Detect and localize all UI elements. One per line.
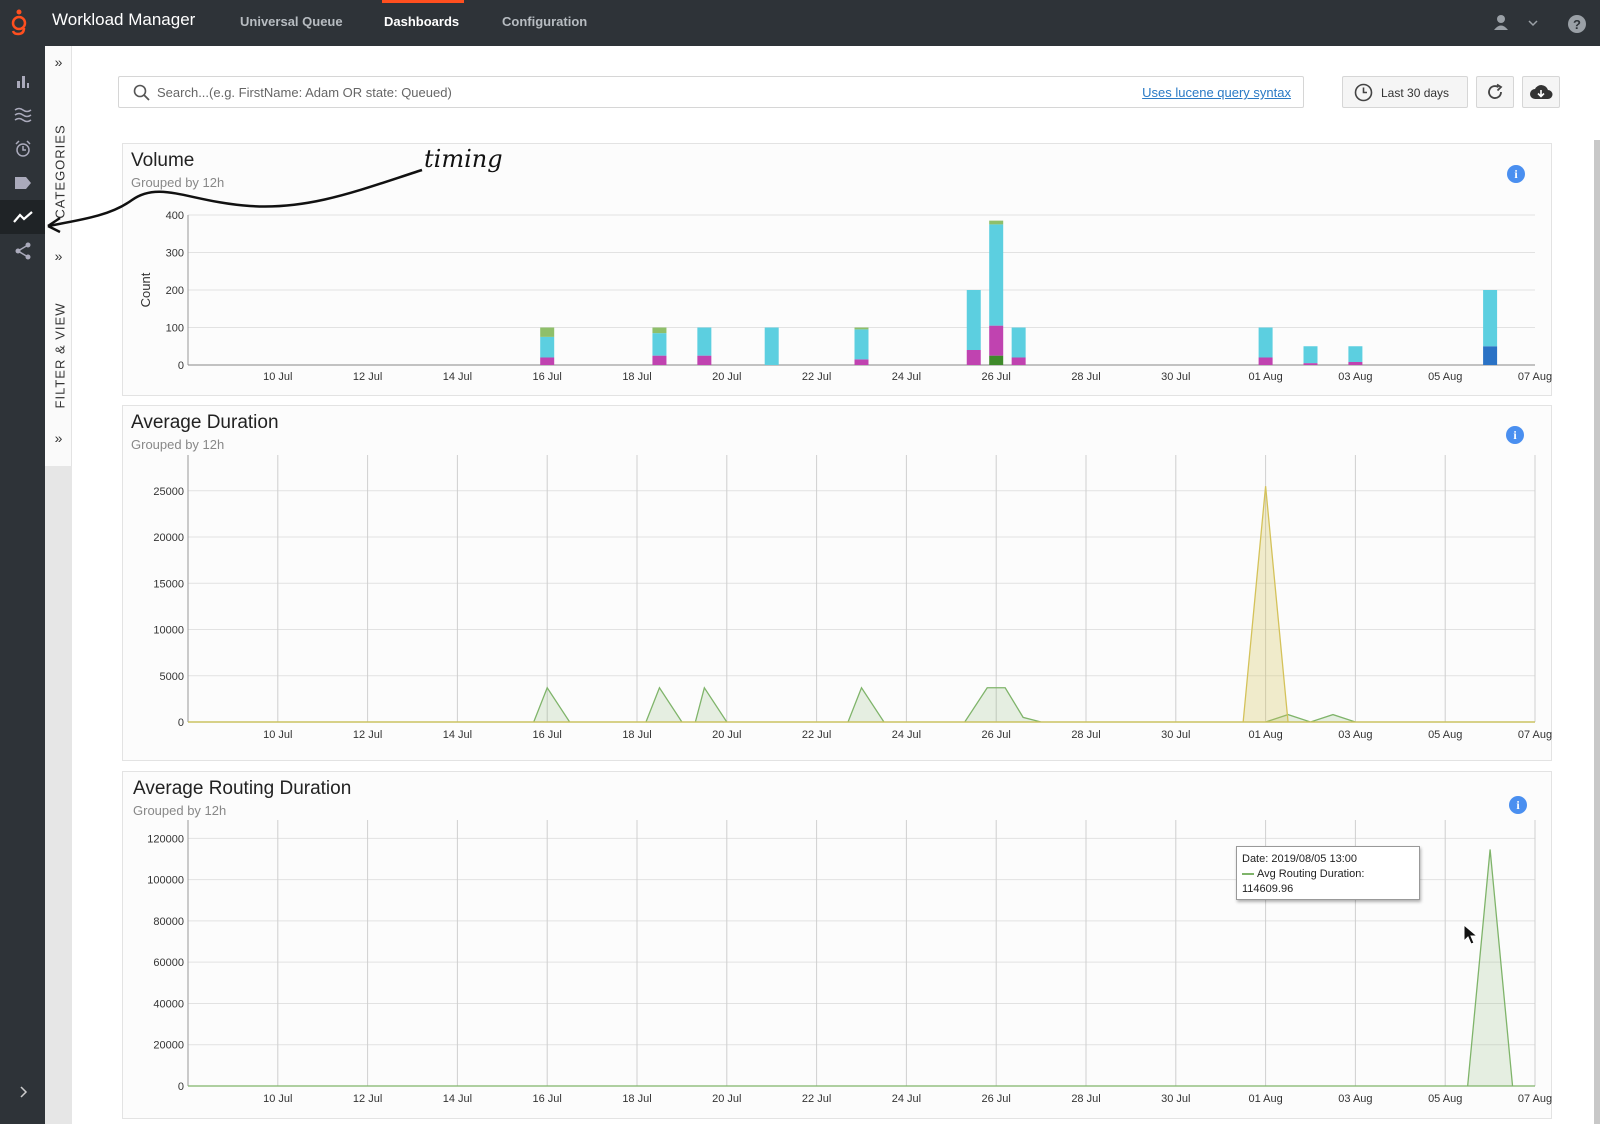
tab-configuration[interactable]: Configuration bbox=[502, 14, 588, 29]
side-panel: » CATEGORIES » FILTER & VIEW » bbox=[45, 46, 72, 1124]
search-icon bbox=[133, 84, 150, 101]
tooltip-series-label: Avg Routing Duration: bbox=[1257, 868, 1365, 880]
avg-routing-info-icon[interactable]: i bbox=[1509, 796, 1527, 814]
bar-chart-icon bbox=[16, 76, 29, 88]
help-icon[interactable]: ? bbox=[1567, 14, 1587, 34]
mouse-cursor-icon bbox=[1463, 924, 1479, 945]
refresh-button[interactable] bbox=[1476, 76, 1514, 108]
annotation-label: timing bbox=[424, 145, 503, 173]
avg-duration-card: Average Duration Grouped by 12h i bbox=[122, 405, 1552, 761]
left-rail bbox=[0, 46, 45, 1124]
chevron-right-icon bbox=[19, 1086, 27, 1098]
rail-tag[interactable] bbox=[0, 166, 45, 200]
tag-icon bbox=[14, 177, 31, 189]
date-range-label: Last 30 days bbox=[1381, 86, 1450, 100]
tooltip-value: 114609.96 bbox=[1242, 883, 1294, 895]
expand-filter-icon[interactable]: » bbox=[54, 248, 63, 264]
top-bar: Workload Manager Universal Queue Dashboa… bbox=[0, 0, 1600, 46]
refresh-icon bbox=[1488, 83, 1503, 99]
expand-panel-icon[interactable]: » bbox=[54, 54, 63, 70]
chart-tooltip: Date: 2019/08/05 13:00 Avg Routing Durat… bbox=[1236, 846, 1420, 900]
clock-icon bbox=[1354, 83, 1373, 102]
cloud-download-icon bbox=[1530, 85, 1553, 99]
rail-alarm[interactable] bbox=[0, 132, 45, 166]
tooltip-series: Avg Routing Duration: bbox=[1242, 867, 1414, 882]
chevron-down-icon[interactable] bbox=[1528, 18, 1538, 28]
avg-duration-title: Average Duration bbox=[131, 412, 279, 433]
scrollbar[interactable] bbox=[1594, 140, 1600, 1124]
rail-timing[interactable] bbox=[0, 200, 45, 234]
volume-subtitle: Grouped by 12h bbox=[131, 175, 225, 190]
trend-line-icon bbox=[12, 211, 33, 223]
search-bar: Uses lucene query syntax bbox=[118, 76, 1304, 108]
lucene-syntax-link[interactable]: Uses lucene query syntax bbox=[1142, 85, 1291, 100]
download-button[interactable] bbox=[1522, 76, 1560, 108]
rail-share[interactable] bbox=[0, 234, 45, 268]
avg-duration-info-icon[interactable]: i bbox=[1506, 426, 1524, 444]
svg-text:?: ? bbox=[1573, 17, 1581, 32]
rail-expand[interactable] bbox=[0, 1072, 45, 1112]
app-title: Workload Manager bbox=[52, 10, 196, 29]
tooltip-swatch bbox=[1242, 873, 1254, 876]
avg-routing-card: Average Routing Duration Grouped by 12h … bbox=[122, 771, 1552, 1119]
volume-info-icon[interactable]: i bbox=[1507, 165, 1525, 183]
rail-waves[interactable] bbox=[0, 98, 45, 132]
date-range-button[interactable]: Last 30 days bbox=[1342, 76, 1468, 108]
active-tab-indicator bbox=[382, 0, 464, 3]
alarm-clock-icon bbox=[14, 140, 31, 157]
rail-bar-chart[interactable] bbox=[0, 64, 45, 98]
avg-routing-subtitle: Grouped by 12h bbox=[133, 803, 227, 818]
expand-extra-icon[interactable]: » bbox=[54, 430, 63, 446]
share-icon bbox=[15, 242, 30, 260]
volume-title: Volume bbox=[131, 150, 195, 171]
waves-icon bbox=[14, 107, 31, 123]
tab-universal-queue[interactable]: Universal Queue bbox=[240, 14, 343, 29]
avg-routing-title: Average Routing Duration bbox=[133, 778, 352, 799]
tab-dashboards[interactable]: Dashboards bbox=[384, 14, 460, 29]
tooltip-date: Date: 2019/08/05 13:00 bbox=[1242, 853, 1357, 865]
annotation-arrow bbox=[47, 168, 423, 234]
genesys-logo-icon bbox=[11, 9, 27, 36]
avg-duration-subtitle: Grouped by 12h bbox=[131, 437, 225, 452]
panel-gutter bbox=[45, 466, 72, 1124]
search-input[interactable] bbox=[157, 78, 1097, 106]
user-icon[interactable] bbox=[1492, 13, 1510, 31]
